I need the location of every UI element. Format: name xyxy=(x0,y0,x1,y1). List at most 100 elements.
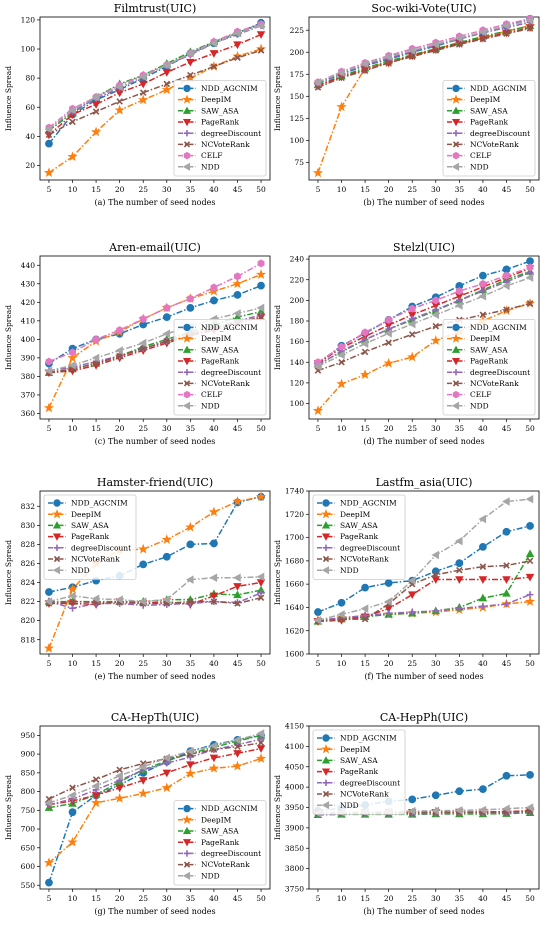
series-line xyxy=(48,495,262,593)
data-point xyxy=(68,361,76,370)
y-tick-label: 4150 xyxy=(285,722,304,731)
data-point xyxy=(455,787,464,796)
plot-frame xyxy=(39,16,271,181)
x-tick-label: 30 xyxy=(431,894,441,903)
data-point xyxy=(233,28,241,38)
y-tick-label: 1700 xyxy=(285,533,304,542)
data-point xyxy=(431,40,440,49)
data-point xyxy=(312,167,324,178)
data-point xyxy=(233,583,242,591)
data-point xyxy=(91,594,100,603)
y-tick-label: 1720 xyxy=(285,510,304,519)
legend-label: NDD xyxy=(201,162,220,171)
legend-marker xyxy=(451,333,461,343)
legend-label: SAW_ASA xyxy=(340,756,378,765)
data-point xyxy=(256,572,265,582)
x-tick-label: 35 xyxy=(186,894,196,903)
data-point xyxy=(257,313,265,321)
legend-marker xyxy=(452,151,460,160)
data-point xyxy=(525,549,535,558)
legend-box xyxy=(173,318,267,416)
subplot-7: CA-HepTh(UIC) (g) The number of seed node… xyxy=(4,711,271,916)
legend-marker xyxy=(451,106,461,114)
series-line xyxy=(48,597,262,605)
data-point xyxy=(337,598,346,607)
legend-label: NDD xyxy=(71,566,90,575)
data-point xyxy=(138,788,149,798)
legend-label: DeepIM xyxy=(340,745,371,754)
data-point xyxy=(163,80,171,88)
y-axis-label: Influence Spread xyxy=(273,540,282,605)
x-tick-label: 45 xyxy=(233,185,243,194)
series-NDD xyxy=(44,572,265,606)
data-point xyxy=(432,607,440,615)
data-point xyxy=(90,126,102,137)
data-point xyxy=(408,304,416,313)
series-line xyxy=(317,267,531,364)
legend-label: degreeDiscount xyxy=(71,543,131,552)
plot-frame xyxy=(39,255,271,420)
x-tick-label: 15 xyxy=(360,424,370,433)
legend-marker xyxy=(322,734,330,742)
x-tick-label: 30 xyxy=(162,424,172,433)
legend: NDD_AGCNIM DeepIM SAW_ASA PageRank degreeDis… xyxy=(442,318,536,416)
series-line xyxy=(317,271,531,366)
y-tick-label: 850 xyxy=(21,768,36,777)
data-point xyxy=(162,552,171,561)
data-point xyxy=(67,352,78,363)
series-NDD xyxy=(313,494,534,625)
data-point xyxy=(69,348,76,357)
data-point xyxy=(456,41,463,48)
data-point xyxy=(314,608,322,616)
data-point xyxy=(503,562,510,569)
data-point xyxy=(162,595,171,604)
legend-label: PageRank xyxy=(470,357,509,366)
y-tick-label: 550 xyxy=(21,881,36,890)
legend-marker xyxy=(321,744,331,754)
subplot-4: Stelzl(UIC) (d) The number of seed nodes I… xyxy=(273,241,540,446)
legend-label: SAW_ASA xyxy=(201,106,239,115)
x-tick-label: 50 xyxy=(525,659,535,668)
subplot-title: Stelzl(UIC) xyxy=(393,241,455,254)
data-point xyxy=(186,303,195,312)
legend-label: DeepIM xyxy=(470,95,501,104)
legend-label: NDD_AGCNIM xyxy=(470,323,527,332)
data-point xyxy=(257,735,265,743)
x-tick-label: 15 xyxy=(360,894,370,903)
data-point xyxy=(209,573,218,582)
y-tick-label: 828 xyxy=(21,540,36,549)
plot-frame xyxy=(308,490,540,655)
data-point xyxy=(503,271,510,280)
y-tick-label: 832 xyxy=(21,502,36,511)
legend-label: NDD_AGCNIM xyxy=(201,804,258,813)
series-NCVoteRank xyxy=(314,557,534,625)
legend-label: PageRank xyxy=(71,532,110,541)
data-point xyxy=(257,739,265,747)
data-point xyxy=(208,506,220,517)
legend-marker xyxy=(182,333,192,343)
legend-marker xyxy=(451,401,460,410)
legend-label: NCVoteRank xyxy=(340,790,389,799)
series-line xyxy=(48,734,262,809)
legend-marker xyxy=(182,814,192,824)
plot-frame xyxy=(308,255,540,420)
x-tick-label: 35 xyxy=(186,659,196,668)
data-point xyxy=(161,84,172,95)
x-tick-label: 15 xyxy=(360,659,370,668)
x-tick-label: 25 xyxy=(407,894,417,903)
y-tick-label: 100 xyxy=(21,45,36,54)
x-tick-label: 15 xyxy=(91,424,101,433)
data-point xyxy=(478,291,487,301)
x-tick-label: 15 xyxy=(360,185,370,194)
y-tick-label: 1600 xyxy=(285,650,304,659)
data-point xyxy=(256,31,266,39)
y-tick-label: 950 xyxy=(21,731,36,740)
data-point xyxy=(256,303,265,313)
data-point xyxy=(92,360,100,367)
data-point xyxy=(210,539,218,548)
data-point xyxy=(431,576,441,584)
legend-label: DeepIM xyxy=(201,815,232,824)
legend-label: CELF xyxy=(201,390,222,399)
legend-label: SAW_ASA xyxy=(470,106,508,115)
